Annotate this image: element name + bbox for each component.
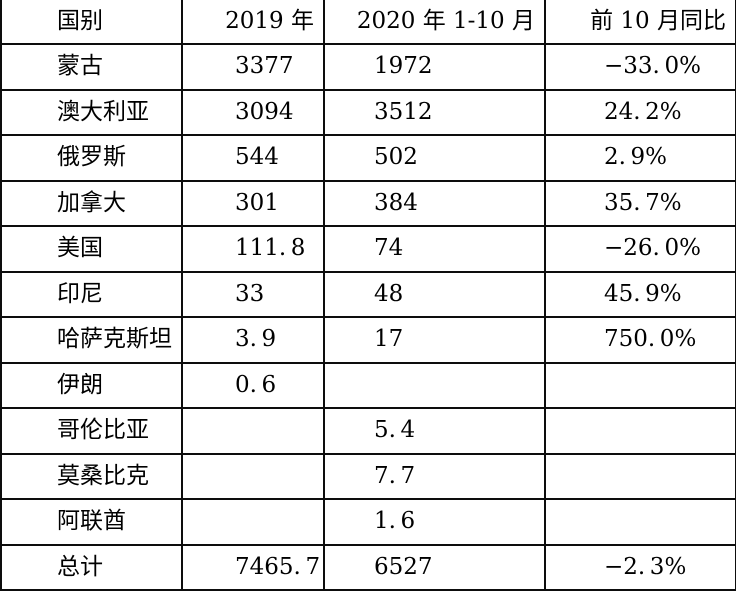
cell-2019: 3094 bbox=[181, 88, 325, 136]
cell-yoy bbox=[544, 361, 736, 409]
row-indonesia: 印尼 33 48 45. 9% bbox=[0, 270, 736, 318]
cell-country: 加拿大 bbox=[0, 179, 183, 227]
cell-yoy: −33. 0% bbox=[544, 43, 736, 91]
cell-country: 莫桑比克 bbox=[0, 452, 183, 500]
cell-2019: 7465. 7 bbox=[181, 543, 325, 591]
row-russia: 俄罗斯 544 502 2. 9% bbox=[0, 134, 736, 182]
cell-2019: 111. 8 bbox=[181, 225, 325, 273]
cell-country: 总计 bbox=[0, 543, 183, 591]
cell-country: 哈萨克斯坦 bbox=[0, 316, 183, 364]
col-header-2019: 2019 年 bbox=[181, 0, 325, 45]
row-iran: 伊朗 0. 6 bbox=[0, 361, 736, 409]
row-kazakhstan: 哈萨克斯坦 3. 9 17 750. 0% bbox=[0, 316, 736, 364]
cell-2020: 48 bbox=[323, 270, 546, 318]
cell-country: 美国 bbox=[0, 225, 183, 273]
cell-country: 印尼 bbox=[0, 270, 183, 318]
cell-country: 澳大利亚 bbox=[0, 88, 183, 136]
cell-2019 bbox=[181, 407, 325, 455]
cell-yoy: 35. 7% bbox=[544, 179, 736, 227]
cell-2019: 3. 9 bbox=[181, 316, 325, 364]
row-australia: 澳大利亚 3094 3512 24. 2% bbox=[0, 88, 736, 136]
cell-2019 bbox=[181, 498, 325, 546]
cell-2020: 7. 7 bbox=[323, 452, 546, 500]
row-uae: 阿联酋 1. 6 bbox=[0, 498, 736, 546]
cell-yoy: 750. 0% bbox=[544, 316, 736, 364]
row-canada: 加拿大 301 384 35. 7% bbox=[0, 179, 736, 227]
col-header-country: 国别 bbox=[0, 0, 183, 45]
cell-2020: 5. 4 bbox=[323, 407, 546, 455]
cell-2020: 1. 6 bbox=[323, 498, 546, 546]
cell-2019 bbox=[181, 452, 325, 500]
cell-2019: 0. 6 bbox=[181, 361, 325, 409]
cell-yoy bbox=[544, 407, 736, 455]
col-header-yoy-10mo: 前 10 月同比 bbox=[544, 0, 736, 45]
cell-2020: 3512 bbox=[323, 88, 546, 136]
cell-2019: 544 bbox=[181, 134, 325, 182]
cell-country: 阿联酋 bbox=[0, 498, 183, 546]
col-header-2020-jan-oct: 2020 年 1-10 月 bbox=[323, 0, 546, 45]
header-row: 国别 2019 年 2020 年 1-10 月 前 10 月同比 bbox=[0, 0, 736, 45]
cell-yoy: 45. 9% bbox=[544, 270, 736, 318]
row-mozambique: 莫桑比克 7. 7 bbox=[0, 452, 736, 500]
cell-yoy bbox=[544, 498, 736, 546]
cell-2020: 6527 bbox=[323, 543, 546, 591]
cell-country: 蒙古 bbox=[0, 43, 183, 91]
cell-2020: 502 bbox=[323, 134, 546, 182]
cell-2019: 33 bbox=[181, 270, 325, 318]
row-total: 总计 7465. 7 6527 −2. 3% bbox=[0, 543, 736, 591]
cell-2020: 74 bbox=[323, 225, 546, 273]
cell-yoy: 2. 9% bbox=[544, 134, 736, 182]
cell-2020: 17 bbox=[323, 316, 546, 364]
cell-2020: 384 bbox=[323, 179, 546, 227]
cell-2019: 3377 bbox=[181, 43, 325, 91]
cell-2019: 301 bbox=[181, 179, 325, 227]
cell-yoy: −26. 0% bbox=[544, 225, 736, 273]
cell-yoy bbox=[544, 452, 736, 500]
cell-yoy: −2. 3% bbox=[544, 543, 736, 591]
cell-yoy: 24. 2% bbox=[544, 88, 736, 136]
cell-2020: 1972 bbox=[323, 43, 546, 91]
cell-2020 bbox=[323, 361, 546, 409]
row-colombia: 哥伦比亚 5. 4 bbox=[0, 407, 736, 455]
cell-country: 俄罗斯 bbox=[0, 134, 183, 182]
row-usa: 美国 111. 8 74 −26. 0% bbox=[0, 225, 736, 273]
cell-country: 哥伦比亚 bbox=[0, 407, 183, 455]
row-mongolia: 蒙古 3377 1972 −33. 0% bbox=[0, 43, 736, 91]
cell-country: 伊朗 bbox=[0, 361, 183, 409]
